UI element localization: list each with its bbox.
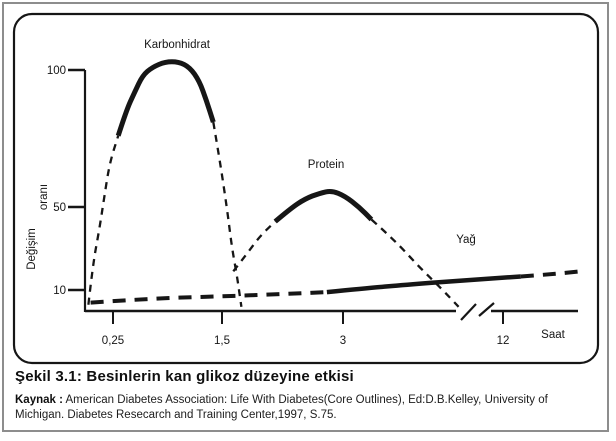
karbonhidrat-curve-segment-3	[212, 121, 243, 307]
karbonhidrat-curve-segment-2	[115, 59, 216, 137]
axis-break-mark	[478, 302, 495, 317]
y-tick-label: 50	[53, 202, 66, 214]
yag-curve-segment-1	[90, 290, 327, 305]
yag-curve-segment-3	[520, 269, 582, 279]
protein-label: Protein	[308, 159, 344, 171]
axis-break-mark	[460, 303, 477, 321]
protein-curve-segment-3	[370, 218, 460, 308]
x-tick-label: 0,25	[102, 335, 124, 347]
protein-curve-segment-1	[232, 220, 276, 273]
protein-curve-segment-2	[273, 188, 374, 224]
karbonhidrat-curve-segment-1	[87, 135, 120, 305]
y-tick-label: 10	[53, 285, 66, 297]
x-tick-label: 1,5	[214, 335, 230, 347]
y-axis-title-word1: Değişim	[26, 228, 38, 270]
figure-source-label: Kaynak :	[15, 394, 63, 406]
figure-source: Kaynak : American Diabetes Association: …	[15, 393, 595, 423]
figure-caption-title: Şekil 3.1: Besinlerin kan glikoz düzeyin…	[15, 368, 354, 385]
yag-label: Yağ	[456, 234, 476, 246]
yag-curve-segment-2	[326, 274, 521, 295]
x-tick-label: 12	[497, 335, 510, 347]
karbonhidrat-label: Karbonhidrat	[144, 39, 211, 51]
x-axis-title: Saat	[541, 329, 565, 341]
figure-source-text: American Diabetes Association: Life With…	[15, 394, 548, 421]
chart-frame	[12, 12, 600, 365]
chart-canvas: 100 50 10 0,25 1,5 3 12 Saat Değişim oranı Karbonh…	[12, 12, 600, 365]
y-tick-label: 100	[47, 65, 66, 77]
y-axis-title-word2: oranı	[38, 184, 50, 210]
x-tick-label: 3	[340, 335, 346, 347]
